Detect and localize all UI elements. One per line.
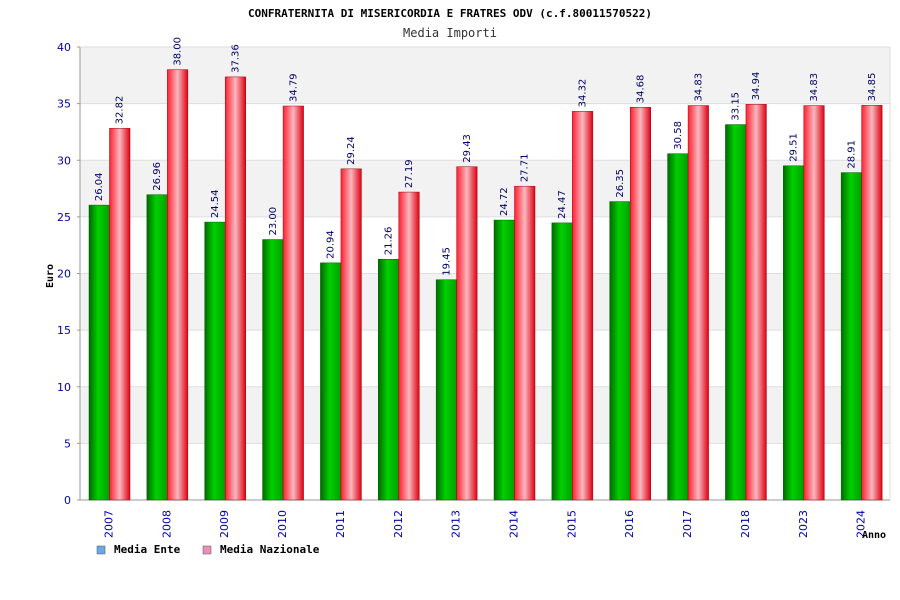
- bar-media-nazionale-2007: [109, 128, 131, 501]
- y-axis-label: Euro: [45, 264, 56, 288]
- data-label: 37.36: [230, 44, 241, 73]
- grid-band: [80, 273, 890, 331]
- bar-media-nazionale-2012: [398, 191, 420, 501]
- x-tick-label: 2013: [450, 510, 463, 538]
- legend-label: Media Ente: [114, 543, 181, 556]
- y-tick-label: 5: [64, 437, 71, 450]
- data-label: 26.96: [152, 162, 163, 191]
- bar-media-nazionale-2008: [167, 69, 189, 501]
- bar-media-ente-2008: [146, 194, 168, 501]
- bar-media-nazionale-2024: [861, 105, 883, 501]
- data-label: 26.04: [94, 172, 105, 201]
- y-tick-label: 0: [64, 494, 71, 507]
- y-tick-label: 25: [57, 211, 71, 224]
- bar-media-ente-2024: [840, 172, 862, 501]
- data-label: 34.94: [751, 72, 762, 101]
- y-tick-label: 15: [57, 324, 71, 337]
- chart-subtitle: Media Importi: [403, 26, 497, 40]
- legend-swatch: [96, 545, 106, 555]
- bar-media-ente-2011: [320, 262, 342, 501]
- data-label: 29.24: [346, 136, 357, 165]
- data-label: 28.91: [846, 140, 857, 169]
- grid-band: [80, 47, 890, 104]
- grid-band: [80, 160, 890, 217]
- data-label: 26.35: [615, 169, 626, 198]
- bar-media-nazionale-2013: [456, 166, 478, 501]
- x-tick-label: 2011: [334, 510, 347, 538]
- data-label: 21.26: [384, 227, 395, 256]
- bar-media-ente-2007: [88, 204, 110, 501]
- bar-media-ente-2010: [262, 239, 284, 501]
- bar-media-ente-2009: [204, 221, 226, 501]
- x-tick-label: 2015: [565, 510, 578, 538]
- data-label: 32.82: [115, 96, 126, 125]
- x-tick-label: 2010: [276, 510, 289, 538]
- data-label: 23.00: [268, 207, 279, 236]
- data-label: 34.68: [635, 75, 646, 104]
- bar-media-ente-2018: [725, 124, 747, 501]
- data-label: 27.71: [520, 154, 531, 183]
- data-label: 34.32: [578, 79, 589, 108]
- x-axis-label: Anno: [862, 530, 886, 541]
- data-label: 34.79: [288, 73, 299, 102]
- y-tick-label: 30: [57, 154, 71, 167]
- x-tick-label: 2014: [508, 510, 521, 538]
- data-label: 34.83: [809, 73, 820, 102]
- data-label: 29.51: [789, 133, 800, 162]
- bar-media-ente-2015: [551, 222, 573, 501]
- x-tick-label: 2009: [218, 510, 231, 538]
- x-tick-label: 2008: [160, 510, 173, 538]
- bar-media-nazionale-2017: [687, 105, 709, 501]
- chart-title: CONFRATERNITA DI MISERICORDIA E FRATRES …: [248, 7, 652, 20]
- bar-media-nazionale-2018: [745, 104, 767, 501]
- data-label: 34.83: [693, 73, 704, 102]
- x-tick-label: 2024: [855, 510, 868, 538]
- data-label: 34.85: [867, 73, 878, 102]
- bar-media-ente-2023: [783, 165, 805, 501]
- data-label: 20.94: [326, 230, 337, 259]
- bar-media-ente-2016: [609, 201, 631, 501]
- data-label: 29.43: [462, 134, 473, 163]
- bar-media-ente-2012: [378, 258, 400, 501]
- legend-label: Media Nazionale: [220, 543, 320, 556]
- x-tick-label: 2016: [623, 510, 636, 538]
- bar-media-nazionale-2016: [629, 106, 651, 501]
- bar-media-nazionale-2009: [224, 76, 246, 501]
- bar-media-ente-2013: [435, 279, 457, 501]
- y-tick-label: 40: [57, 41, 71, 54]
- data-label: 24.47: [557, 190, 568, 219]
- data-label: 30.58: [673, 121, 684, 150]
- bar-media-nazionale-2023: [803, 105, 825, 501]
- bar-media-nazionale-2011: [340, 168, 362, 501]
- data-label: 24.72: [499, 187, 510, 216]
- y-tick-label: 35: [57, 98, 71, 111]
- y-tick-label: 20: [57, 268, 71, 281]
- legend-swatch: [202, 545, 212, 555]
- x-tick-label: 2018: [739, 510, 752, 538]
- x-tick-label: 2012: [392, 510, 405, 538]
- bar-media-ente-2014: [493, 219, 515, 501]
- x-tick-label: 2007: [103, 510, 116, 538]
- bar-media-nazionale-2010: [282, 105, 304, 501]
- x-tick-label: 2017: [681, 510, 694, 538]
- data-label: 24.54: [210, 189, 221, 218]
- data-label: 27.19: [404, 159, 415, 188]
- grid-band: [80, 386, 890, 444]
- data-label: 19.45: [441, 247, 452, 276]
- bar-media-nazionale-2015: [572, 111, 594, 501]
- data-label: 33.15: [731, 92, 742, 121]
- y-tick-label: 10: [57, 381, 71, 394]
- bar-media-ente-2017: [667, 153, 689, 501]
- data-label: 38.00: [173, 37, 184, 66]
- x-tick-label: 2023: [797, 510, 810, 538]
- bar-media-nazionale-2014: [514, 185, 536, 501]
- legend: Media Ente Media Nazionale: [96, 543, 320, 556]
